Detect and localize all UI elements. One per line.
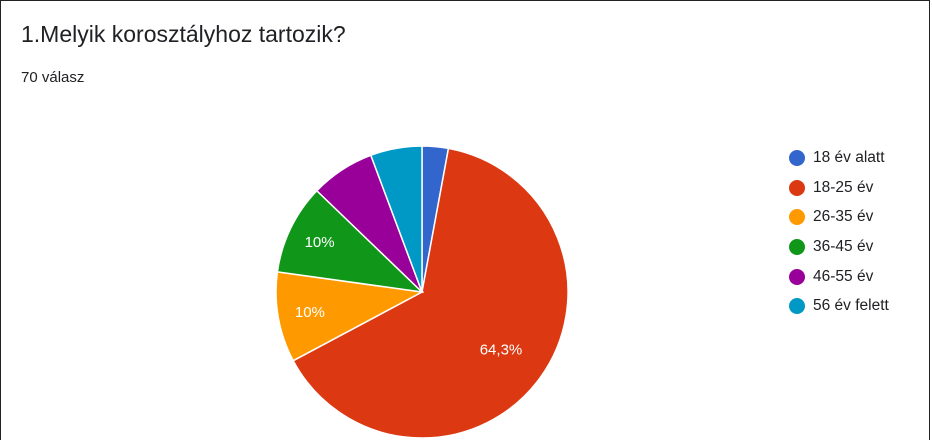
slice-data-label: 10%: [295, 304, 325, 321]
legend-swatch: [789, 209, 805, 225]
pie-slices: [276, 146, 568, 438]
legend-item: 18-25 év: [789, 173, 889, 203]
legend-label: 26-35 év: [813, 208, 873, 226]
legend-swatch: [789, 269, 805, 285]
legend-label: 36-45 év: [813, 238, 873, 256]
legend-swatch: [789, 298, 805, 314]
slice-data-label: 10%: [305, 234, 335, 251]
chart-legend: 18 év alatt 18-25 év 26-35 év 36-45 év 4…: [789, 143, 889, 321]
legend-item: 46-55 év: [789, 262, 889, 292]
legend-swatch: [789, 180, 805, 196]
legend-item: 26-35 év: [789, 202, 889, 232]
legend-label: 18 év alatt: [813, 149, 885, 167]
legend-label: 46-55 év: [813, 268, 873, 286]
legend-swatch: [789, 239, 805, 255]
legend-item: 18 év alatt: [789, 143, 889, 173]
legend-swatch: [789, 150, 805, 166]
legend-label: 18-25 év: [813, 179, 873, 197]
legend-label: 56 év felett: [813, 297, 889, 315]
slice-data-label: 64,3%: [480, 342, 523, 359]
legend-item: 36-45 év: [789, 232, 889, 262]
legend-item: 56 év felett: [789, 291, 889, 321]
